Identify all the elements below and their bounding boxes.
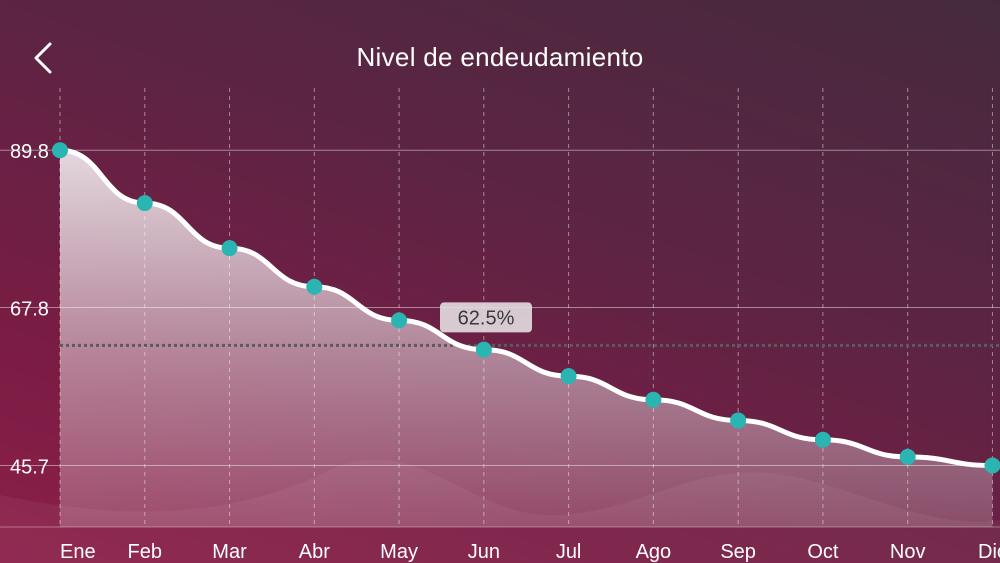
y-axis-tick-labels: 45.7 67.8 89.8 <box>10 141 49 478</box>
x-tick-label: Dic <box>978 541 1000 563</box>
x-tick-label: Oct <box>807 541 839 563</box>
x-tick-label: Jul <box>556 541 582 563</box>
data-point[interactable] <box>560 368 577 385</box>
back-button[interactable] <box>22 36 66 80</box>
data-point[interactable] <box>899 448 916 465</box>
data-point[interactable] <box>814 431 831 448</box>
x-tick-label: Sep <box>720 541 756 563</box>
x-tick-label: Feb <box>128 541 162 563</box>
reference-label-text: 62.5% <box>458 307 515 329</box>
x-tick-label: Mar <box>212 541 247 563</box>
x-tick-label: Jun <box>468 541 500 563</box>
x-tick-label: May <box>380 541 418 563</box>
x-tick-label: Ago <box>636 541 672 563</box>
data-point[interactable] <box>730 412 747 429</box>
data-point[interactable] <box>306 278 323 295</box>
data-point[interactable] <box>984 457 1000 474</box>
data-point[interactable] <box>645 391 662 408</box>
area-fill <box>60 150 993 527</box>
y-tick-label: 45.7 <box>10 457 49 479</box>
data-point[interactable] <box>52 142 68 159</box>
data-point[interactable] <box>221 240 238 257</box>
page-title: Nivel de endeudamiento <box>356 42 644 72</box>
reference-value-label: 62.5% <box>440 302 532 333</box>
x-tick-label: Ene <box>60 541 96 563</box>
y-tick-label: 89.8 <box>10 141 49 163</box>
data-point[interactable] <box>391 312 408 329</box>
x-axis-tick-labels: Ene Feb Mar Abr May Jun Jul Ago Sep Oct Nov Dic <box>60 541 1000 563</box>
series-points <box>52 142 1000 474</box>
data-point[interactable] <box>136 195 153 212</box>
chevron-left-icon <box>34 42 52 74</box>
data-point[interactable] <box>475 341 492 358</box>
reference-label-box <box>440 302 532 333</box>
x-tick-label: Nov <box>890 541 926 563</box>
y-tick-label: 67.8 <box>10 299 49 321</box>
x-tick-label: Abr <box>299 541 330 563</box>
